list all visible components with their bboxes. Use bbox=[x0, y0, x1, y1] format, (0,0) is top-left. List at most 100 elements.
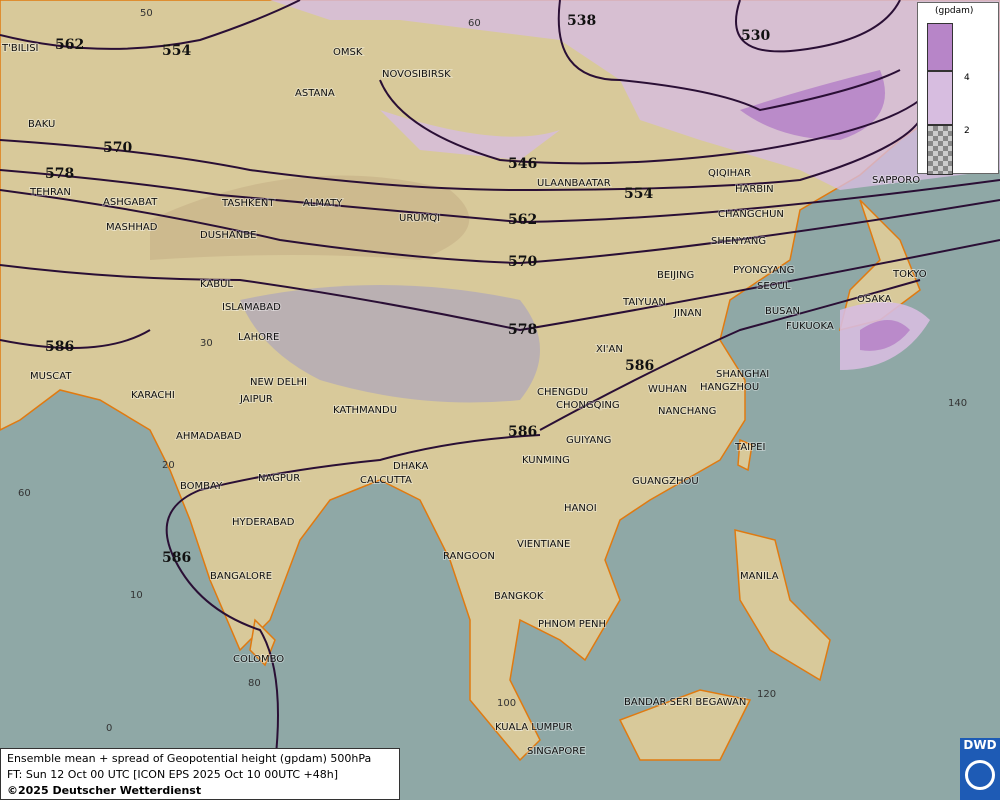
city-label: CALCUTTA bbox=[360, 475, 412, 486]
city-label: GUIYANG bbox=[566, 435, 611, 446]
graticule-label: 60 bbox=[18, 488, 31, 499]
graticule-label: 30 bbox=[200, 338, 213, 349]
map-title: Ensemble mean + spread of Geopotential h… bbox=[7, 752, 372, 765]
city-label: HANGZHOU bbox=[700, 382, 759, 393]
city-label: SAPPORO bbox=[872, 175, 920, 186]
city-label: NOVOSIBIRSK bbox=[382, 69, 451, 80]
city-label: QIQIHAR bbox=[708, 168, 751, 179]
city-label: OMSK bbox=[333, 47, 363, 58]
city-label: WUHAN bbox=[648, 384, 687, 395]
city-label: PHNOM PENH bbox=[538, 619, 606, 630]
legend-tick: 2 bbox=[964, 126, 970, 136]
city-label: BANGKOK bbox=[494, 591, 544, 602]
caption-box: Ensemble mean + spread of Geopotential h… bbox=[0, 748, 400, 800]
contour-label: 538 bbox=[567, 13, 596, 29]
city-label: TOKYO bbox=[892, 269, 927, 280]
city-label: RANGOON bbox=[443, 551, 495, 562]
contour-label: 578 bbox=[45, 166, 74, 182]
city-label: TAIYUAN bbox=[622, 297, 666, 308]
city-label: ASTANA bbox=[295, 88, 335, 99]
copyright: ©2025 Deutscher Wetterdienst bbox=[7, 784, 202, 797]
forecast-time: FT: Sun 12 Oct 00 UTC [ICON EPS 2025 Oct… bbox=[7, 768, 339, 781]
city-label: JAIPUR bbox=[239, 394, 273, 405]
city-label: DUSHANBE bbox=[200, 230, 256, 241]
logo-text: DWD bbox=[963, 738, 997, 752]
graticule-label: 80 bbox=[248, 678, 261, 689]
graticule-label: 60 bbox=[468, 18, 481, 29]
graticule-label: 20 bbox=[162, 460, 175, 471]
dwd-logo: DWD bbox=[960, 738, 1000, 800]
city-label: ISLAMABAD bbox=[222, 302, 281, 313]
contour-label: 578 bbox=[508, 322, 537, 338]
city-label: KARACHI bbox=[131, 390, 175, 401]
city-label: BOMBAY bbox=[180, 481, 223, 492]
contour-label: 586 bbox=[45, 339, 74, 355]
graticule-label: 140 bbox=[948, 398, 967, 409]
city-label: CHENGDU bbox=[537, 387, 588, 398]
city-label: COLOMBO bbox=[233, 654, 284, 665]
city-label: TASHKENT bbox=[221, 198, 275, 209]
graticule-label: 10 bbox=[130, 590, 143, 601]
city-label: XI'AN bbox=[596, 344, 623, 355]
city-label: KABUL bbox=[200, 279, 233, 290]
city-label: VIENTIANE bbox=[517, 539, 570, 550]
city-label: SEOUL bbox=[757, 281, 791, 292]
contour-label: 546 bbox=[508, 156, 537, 172]
city-label: ALMATY bbox=[303, 198, 343, 209]
city-label: AHMADABAD bbox=[176, 431, 242, 442]
city-label: KUALA LUMPUR bbox=[495, 722, 573, 733]
graticule-label: 0 bbox=[106, 723, 112, 734]
contour-label: 570 bbox=[508, 254, 537, 270]
city-label: OSAKA bbox=[857, 294, 892, 305]
legend-tick: 4 bbox=[964, 73, 970, 83]
city-label: HANOI bbox=[564, 503, 597, 514]
contour-label: 586 bbox=[162, 550, 191, 566]
graticule-label: 50 bbox=[140, 8, 153, 19]
city-label: ULAANBAATAR bbox=[537, 178, 611, 189]
city-label: JINAN bbox=[673, 308, 702, 319]
contour-label: 554 bbox=[624, 186, 653, 202]
contour-label: 570 bbox=[103, 140, 132, 156]
city-label: MASHHAD bbox=[106, 222, 158, 233]
city-label: CHONGQING bbox=[556, 400, 620, 411]
legend-unit: (gpdam) bbox=[935, 6, 974, 16]
city-label: URUMQI bbox=[399, 213, 440, 224]
city-label: LAHORE bbox=[238, 332, 279, 343]
city-label: NEW DELHI bbox=[250, 377, 307, 388]
city-label: BEIJING bbox=[657, 270, 694, 281]
city-label: MUSCAT bbox=[30, 371, 72, 382]
legend-swatch-mid bbox=[927, 71, 953, 125]
city-label: NANCHANG bbox=[658, 406, 716, 417]
contour-label: 562 bbox=[55, 37, 84, 53]
city-label: KATHMANDU bbox=[333, 405, 397, 416]
city-label: PYONGYANG bbox=[733, 265, 794, 276]
contour-label: 562 bbox=[508, 212, 537, 228]
city-label: BANGALORE bbox=[210, 571, 272, 582]
contour-label: 554 bbox=[162, 43, 191, 59]
city-label: CHANGCHUN bbox=[718, 209, 784, 220]
legend-swatch-high bbox=[927, 23, 953, 71]
legend-swatch-low bbox=[927, 125, 953, 175]
contour-label: 530 bbox=[741, 28, 770, 44]
city-label: HARBIN bbox=[735, 184, 774, 195]
city-label: KUNMING bbox=[522, 455, 570, 466]
legend: (gpdam) 4 2 bbox=[917, 2, 999, 175]
graticule-label: 100 bbox=[497, 698, 516, 709]
city-label: TAIPEI bbox=[734, 442, 765, 453]
contour-label: 586 bbox=[508, 424, 537, 440]
city-label: SHANGHAI bbox=[716, 369, 769, 380]
city-label: BAKU bbox=[28, 119, 55, 130]
city-label: FUKUOKA bbox=[786, 321, 834, 332]
city-label: BUSAN bbox=[765, 306, 800, 317]
city-label: T'BILISI bbox=[1, 43, 38, 54]
city-label: BANDAR SERI BEGAWAN bbox=[624, 697, 746, 708]
city-label: DHAKA bbox=[393, 461, 428, 472]
graticule-label: 120 bbox=[757, 689, 776, 700]
city-label: SHENYANG bbox=[711, 236, 766, 247]
city-label: ASHGABAT bbox=[103, 197, 158, 208]
city-label: SINGAPORE bbox=[527, 746, 586, 757]
swirl-icon bbox=[965, 760, 995, 790]
city-label: TEHRAN bbox=[29, 187, 71, 198]
